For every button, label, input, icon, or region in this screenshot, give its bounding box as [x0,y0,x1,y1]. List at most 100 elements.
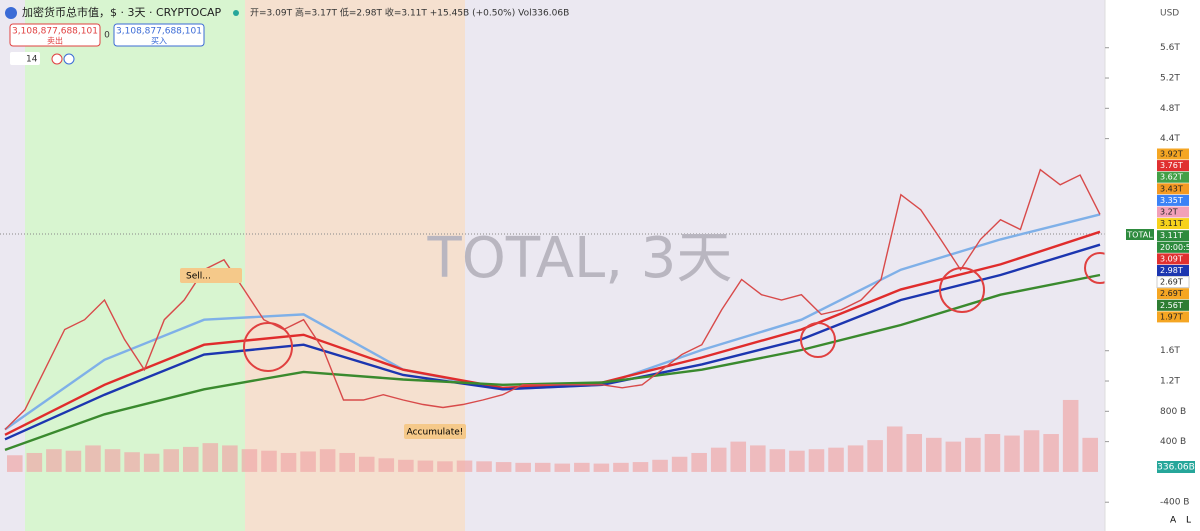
spread: 0 [104,31,110,41]
y-tick-label: 5.6T [1160,43,1180,53]
volume-bar [906,434,923,472]
buy-price[interactable]: 3,108,877,688,101 [116,27,202,37]
price-badge-label: 3.35T [1160,196,1183,205]
volume-bar [574,462,590,472]
circle [939,267,985,313]
annotation: Accumulate! [407,428,464,438]
price-badge-label: 3.43T [1160,184,1183,193]
price-badge-label: 3.76T [1160,161,1183,170]
price-badge [1157,171,1189,183]
refresh-icon[interactable] [63,53,75,65]
volume-bar [750,445,766,472]
volume-bar [1043,434,1059,472]
volume-bar [926,437,942,472]
price-badge-label: 3.11T [1160,231,1183,240]
price-badge [1157,311,1189,323]
price-line [4,168,1101,430]
currency: USD [1160,9,1179,19]
zone-green [25,0,245,531]
symbol[interactable]: 加密货币总市值，$ · 3天 · CRYPTOCAP [22,5,222,19]
volume-bar [358,456,375,472]
price-badge [1157,183,1189,195]
circle [800,322,836,358]
volume-bar [1062,399,1079,472]
volume-bar [339,452,355,472]
price-badge [1156,276,1190,289]
volume-bar [476,461,492,472]
volume-bar [984,434,1001,472]
price-badge-label: 2.69T [1160,278,1183,287]
buy-button[interactable] [113,23,205,47]
volume-bar [1004,435,1020,472]
volume-bar [867,440,883,472]
volume-bar [652,459,668,472]
volume-bar [143,453,160,472]
price-badge-label: 3.92T [1160,150,1183,159]
volume-bar [534,462,551,472]
y-tick-label: 800 B [1160,407,1186,417]
volume-bar [182,446,199,472]
annotation-box [180,268,242,283]
icon [5,7,17,19]
footer-l: L [1186,516,1191,526]
buy-label[interactable]: 买入 [151,37,167,46]
annotation-box [404,424,466,439]
volume-badge: 336.06B [1157,463,1195,473]
volume-bar [300,451,316,472]
volume-bar [241,449,258,472]
price-badge-label: 3.62T [1160,173,1183,182]
y-tick-label: 5.2T [1160,74,1180,84]
y-tick-label: 400 B [1160,437,1186,447]
price-badge [1157,230,1189,242]
volume-bar [1023,430,1040,472]
y-tick-label: -400 B [1160,498,1189,508]
sell-button[interactable] [9,23,101,47]
price-badge-label: 2.69T [1160,289,1183,298]
volume-bar [417,460,434,472]
volume-bar [437,461,453,472]
volume-bar [124,452,140,472]
volume-bar [632,462,649,472]
volume-bar [319,449,336,472]
interval[interactable]: 14 [26,55,38,65]
total-label: TOTAL [1126,231,1153,240]
interval-box[interactable] [10,52,40,65]
price-badge-label: 2.98T [1160,266,1183,275]
zone-orange [245,0,465,531]
volume-bar [730,441,747,472]
price-badge-label: 3.09T [1160,254,1183,263]
volume-bar [710,447,727,472]
volume-bar [222,445,238,472]
price-badge [1157,253,1189,265]
volume-bar [671,456,688,472]
sell-label[interactable]: 卖出 [47,36,63,46]
volume-bar [593,463,610,472]
volume-bar [65,450,82,472]
volume-bar [495,462,512,472]
volume-bar [808,449,825,472]
volume-bar [945,441,962,472]
volume-bar [378,458,395,472]
y-tick-label: 1.2T [1160,377,1180,387]
footer-a: A [1170,516,1177,526]
price-badge [1157,206,1189,218]
y-tick-label: 1.6T [1160,346,1180,356]
volume-bar [789,450,805,472]
price-badge [1157,160,1189,172]
price-badge [1157,265,1189,276]
annotation: Sell... [186,272,211,282]
price-badge [1157,299,1189,311]
volume-bar [85,445,101,472]
volume-bar [7,455,23,472]
alert-icon[interactable] [51,53,63,65]
volume-bar [828,447,844,472]
circle [243,322,293,372]
price-badge-label: 20:00:55 [1160,243,1196,252]
price-badge-label: 3.11T [1160,219,1183,228]
sell-price[interactable]: 3,108,877,688,101 [12,27,98,37]
volume-bar [554,463,571,472]
volume-bar [26,452,43,472]
price-badge-label: 3.2T [1160,208,1178,217]
y-tick-label: 4.4T [1160,134,1180,144]
